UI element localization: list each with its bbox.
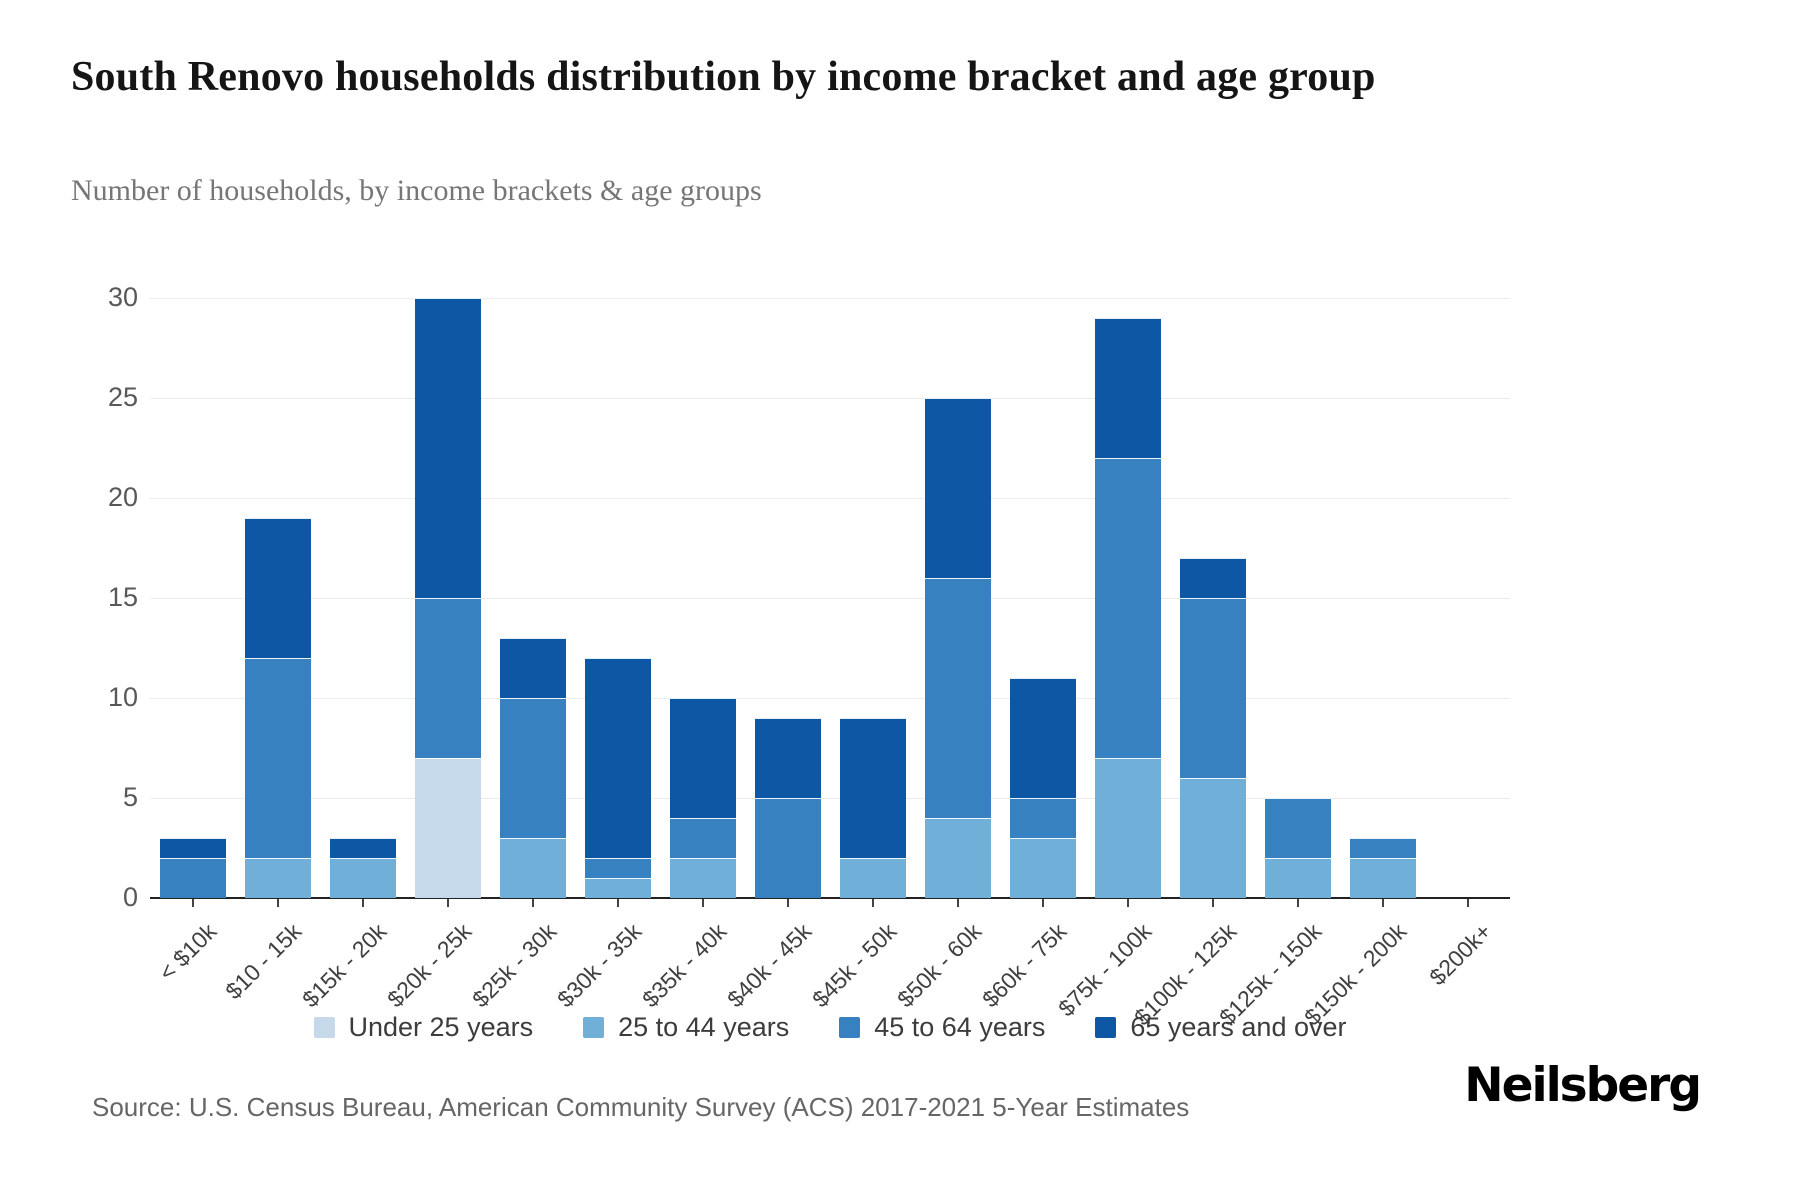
axis-tick (361, 899, 364, 907)
axis-tick (871, 899, 874, 907)
bar-segment (924, 818, 991, 898)
bar-segment (159, 838, 226, 858)
source-note: Source: U.S. Census Bureau, American Com… (92, 1092, 1190, 1122)
bar-segment (584, 858, 651, 878)
bar-segment (754, 798, 821, 898)
bar-segment (159, 858, 226, 898)
bar-segment (669, 858, 736, 898)
axis-tick (531, 899, 534, 907)
bar-segment (754, 718, 821, 798)
bar-segment (1094, 758, 1161, 898)
bar-segment (1349, 838, 1416, 858)
legend-swatch (839, 1017, 861, 1038)
gridline-15 (150, 598, 1510, 599)
y-tick-label: 15 (107, 582, 138, 612)
bar-segment (244, 858, 311, 898)
bar-segment (1009, 838, 1076, 898)
gridline-20 (150, 498, 1510, 499)
axis-tick (1296, 899, 1299, 907)
gridline-10 (150, 698, 1510, 699)
bar-segment (924, 578, 991, 818)
bar-segment (669, 698, 736, 818)
bar-segment (499, 838, 566, 898)
bar-segment (1179, 598, 1246, 778)
bar-segment (244, 518, 311, 658)
bar-segment (414, 598, 481, 758)
bar-segment (1009, 798, 1076, 838)
bar-segment (924, 398, 991, 578)
bar-segment (414, 758, 481, 898)
legend-label: Under 25 years (348, 1012, 534, 1042)
bar-segment (1179, 558, 1246, 598)
axis-tick (956, 899, 959, 907)
bar-segment (414, 298, 481, 598)
axis-tick (191, 899, 194, 907)
bar-segment (1349, 858, 1416, 898)
x-axis-line (150, 897, 1510, 899)
axis-tick (1381, 899, 1384, 907)
axis-tick (1466, 899, 1469, 907)
axis-tick (701, 899, 704, 907)
axis-tick (276, 899, 279, 907)
bar-segment (329, 838, 396, 858)
gridline-25 (150, 398, 1510, 399)
y-tick-label: 0 (122, 882, 138, 912)
legend-label: 65 years and over (1130, 1012, 1347, 1042)
y-tick-label: 30 (107, 282, 138, 312)
gridline-30 (150, 298, 1510, 299)
bar-segment (1264, 798, 1331, 858)
axis-tick (1211, 899, 1214, 907)
bar-segment (839, 718, 906, 858)
legend-swatch (1095, 1017, 1117, 1038)
bar-segment (584, 658, 651, 858)
bar-segment (244, 658, 311, 858)
legend-swatch (583, 1017, 605, 1038)
bar-segment (1094, 458, 1161, 758)
axis-tick (1126, 899, 1129, 907)
axis-tick (446, 899, 449, 907)
axis-tick (1041, 899, 1044, 907)
y-tick-label: 25 (107, 382, 138, 412)
bar-segment (1094, 318, 1161, 458)
bar-segment (1264, 858, 1331, 898)
axis-tick (616, 899, 619, 907)
chart-subtitle: Number of households, by income brackets… (71, 174, 762, 207)
bar-segment (499, 638, 566, 698)
bar-segment (1179, 778, 1246, 898)
legend-item: 65 years and over (1095, 1012, 1347, 1043)
y-tick-label: 10 (107, 682, 138, 712)
legend-item: 45 to 64 years (839, 1012, 1045, 1043)
y-tick-label: 5 (122, 782, 138, 812)
bar-segment (329, 858, 396, 898)
legend-swatch (313, 1017, 335, 1038)
chart-legend: Under 25 years 25 to 44 years 45 to 64 yea… (150, 1012, 1510, 1043)
legend-item: 25 to 44 years (583, 1012, 789, 1043)
bar-segment (1009, 678, 1076, 798)
bar-segment (499, 698, 566, 838)
gridline-5 (150, 798, 1510, 799)
axis-tick (786, 899, 789, 907)
bar-segment (839, 858, 906, 898)
chart-title: South Renovo households distribution by … (71, 54, 1376, 100)
bar-segment (584, 878, 651, 898)
legend-item: Under 25 years (313, 1012, 534, 1043)
neilsberg-logo: Neilsberg (1464, 1058, 1702, 1113)
legend-label: 45 to 64 years (874, 1012, 1046, 1042)
y-tick-label: 20 (107, 482, 138, 512)
bar-segment (669, 818, 736, 858)
legend-label: 25 to 44 years (618, 1012, 790, 1042)
